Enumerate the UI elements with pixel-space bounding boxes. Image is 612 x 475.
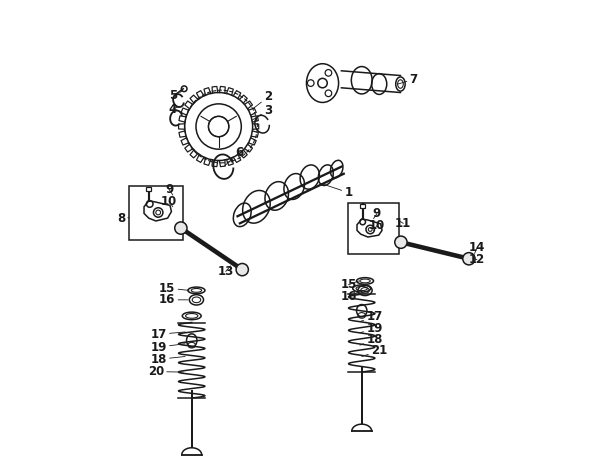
Text: 2: 2 bbox=[253, 90, 272, 109]
Text: 13: 13 bbox=[218, 265, 234, 278]
Text: 9: 9 bbox=[165, 183, 173, 196]
Bar bbox=[129, 186, 183, 240]
Text: 12: 12 bbox=[469, 253, 485, 266]
Text: 4: 4 bbox=[169, 103, 179, 115]
Text: 15: 15 bbox=[159, 282, 189, 294]
Text: 18: 18 bbox=[151, 353, 185, 366]
Circle shape bbox=[174, 222, 187, 234]
Text: 5: 5 bbox=[169, 89, 182, 102]
Text: 19: 19 bbox=[151, 341, 185, 353]
Text: 3: 3 bbox=[252, 104, 272, 120]
Text: 9: 9 bbox=[373, 208, 381, 220]
Text: 1: 1 bbox=[320, 183, 353, 199]
Circle shape bbox=[236, 264, 248, 276]
Text: 18: 18 bbox=[360, 333, 382, 346]
Text: 17: 17 bbox=[151, 328, 185, 341]
Text: 16: 16 bbox=[340, 290, 359, 303]
Circle shape bbox=[463, 253, 475, 265]
Bar bbox=[146, 187, 151, 191]
Text: 11: 11 bbox=[395, 217, 411, 230]
Text: 21: 21 bbox=[362, 344, 387, 357]
Text: 7: 7 bbox=[398, 73, 418, 86]
Text: 15: 15 bbox=[340, 278, 359, 291]
Text: 8: 8 bbox=[117, 212, 129, 225]
Text: 10: 10 bbox=[368, 219, 385, 232]
Text: 17: 17 bbox=[360, 310, 382, 323]
Text: 19: 19 bbox=[360, 322, 382, 335]
Circle shape bbox=[395, 236, 407, 248]
Text: 20: 20 bbox=[147, 365, 183, 378]
Bar bbox=[348, 203, 398, 254]
Text: 16: 16 bbox=[159, 294, 188, 306]
Text: 14: 14 bbox=[469, 241, 485, 255]
Text: 10: 10 bbox=[161, 195, 177, 208]
Text: 6: 6 bbox=[225, 146, 243, 166]
Bar bbox=[360, 204, 365, 208]
